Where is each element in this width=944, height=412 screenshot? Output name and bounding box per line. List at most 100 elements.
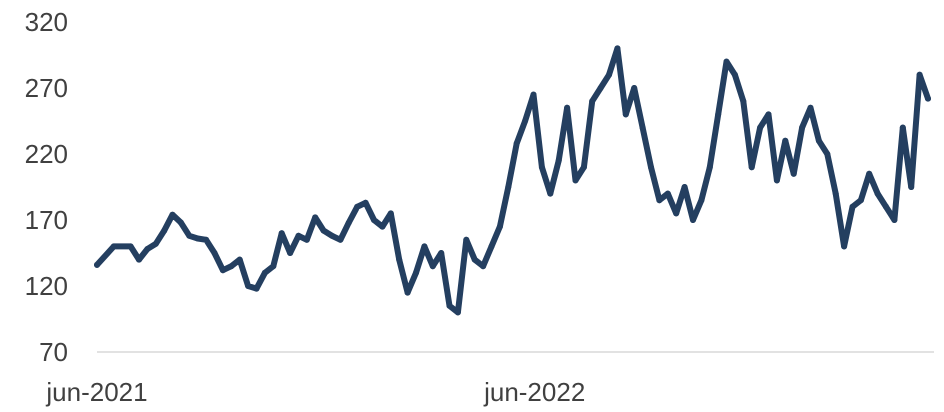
data-point [413,269,419,276]
data-point [404,289,411,296]
data-point [480,263,487,270]
data-point [589,98,596,105]
data-point [673,210,680,217]
data-point [194,235,201,242]
data-point [899,124,906,131]
data-point [799,124,806,131]
y-tick-label: 70 [39,337,68,367]
data-point [270,263,277,270]
data-point [681,184,688,190]
data-point [883,203,889,210]
data-point [144,246,151,252]
data-point [891,217,898,223]
data-point [824,151,831,157]
data-point [874,190,881,197]
data-point [438,250,445,256]
data-point [572,177,579,184]
data-point [127,243,134,250]
data-point [110,243,117,250]
data-point [648,164,654,171]
data-point [136,256,142,263]
data-point [530,91,537,98]
data-point [538,164,545,171]
data-point [387,210,394,217]
data-point [186,232,193,239]
data-point [329,232,335,239]
data-point [916,71,923,78]
data-point [320,227,327,234]
data-point [219,267,226,274]
data-point [866,170,873,177]
data-point [580,164,587,171]
data-point [622,111,629,118]
y-axis-tick-labels: 70 120 170 220 270 320 [25,7,68,367]
data-point [337,236,344,243]
data-point [454,309,461,316]
data-point [908,184,915,190]
data-point [522,118,529,124]
data-point [757,124,764,131]
data-point [471,256,478,263]
data-point [656,197,663,204]
data-point [564,104,571,111]
data-point [345,219,352,226]
data-point [488,243,495,250]
data-point [161,227,168,234]
data-point [555,157,562,164]
data-point [715,111,722,118]
y-tick-label: 120 [25,271,68,301]
data-point [253,285,260,292]
y-tick-label: 270 [25,73,68,103]
data-point [303,236,310,243]
data-point [446,302,453,309]
data-point [849,203,856,210]
data-point [261,269,268,276]
data-point [832,190,839,197]
series-points [94,45,931,316]
data-point [925,95,931,102]
data-point [177,219,184,226]
data-point [731,71,738,78]
data-point [203,236,210,243]
data-point [169,211,176,218]
data-point [379,223,386,230]
data-point [429,263,436,270]
data-point [748,164,755,171]
data-point [152,240,159,247]
data-point [597,85,604,91]
data-point [236,256,243,263]
data-point [362,199,369,206]
data-point [765,111,772,118]
y-tick-label: 320 [25,7,68,37]
data-point [496,223,503,230]
y-tick-label: 170 [25,205,68,235]
data-point [790,170,797,177]
data-point [740,98,747,105]
data-point [547,190,554,197]
data-point [723,58,730,65]
data-point [94,261,100,268]
data-point [505,184,512,190]
data-point [664,190,671,197]
data-point [841,243,848,250]
x-axis-tick-labels: jun-2021 jun-2022 [45,377,585,407]
data-point [614,45,621,52]
data-point [354,203,361,210]
data-point [857,197,864,204]
data-point [463,236,470,243]
y-tick-label: 220 [25,139,68,169]
data-point [639,124,646,131]
data-point [782,137,789,144]
data-point [312,214,319,221]
data-point [631,85,638,91]
data-point [421,243,428,250]
data-point [606,71,612,78]
x-tick-label: jun-2022 [483,377,585,407]
data-point [228,263,235,270]
data-point [690,217,696,223]
data-point [513,140,520,147]
data-point [371,217,377,223]
data-point [706,164,713,171]
data-point [245,283,252,289]
